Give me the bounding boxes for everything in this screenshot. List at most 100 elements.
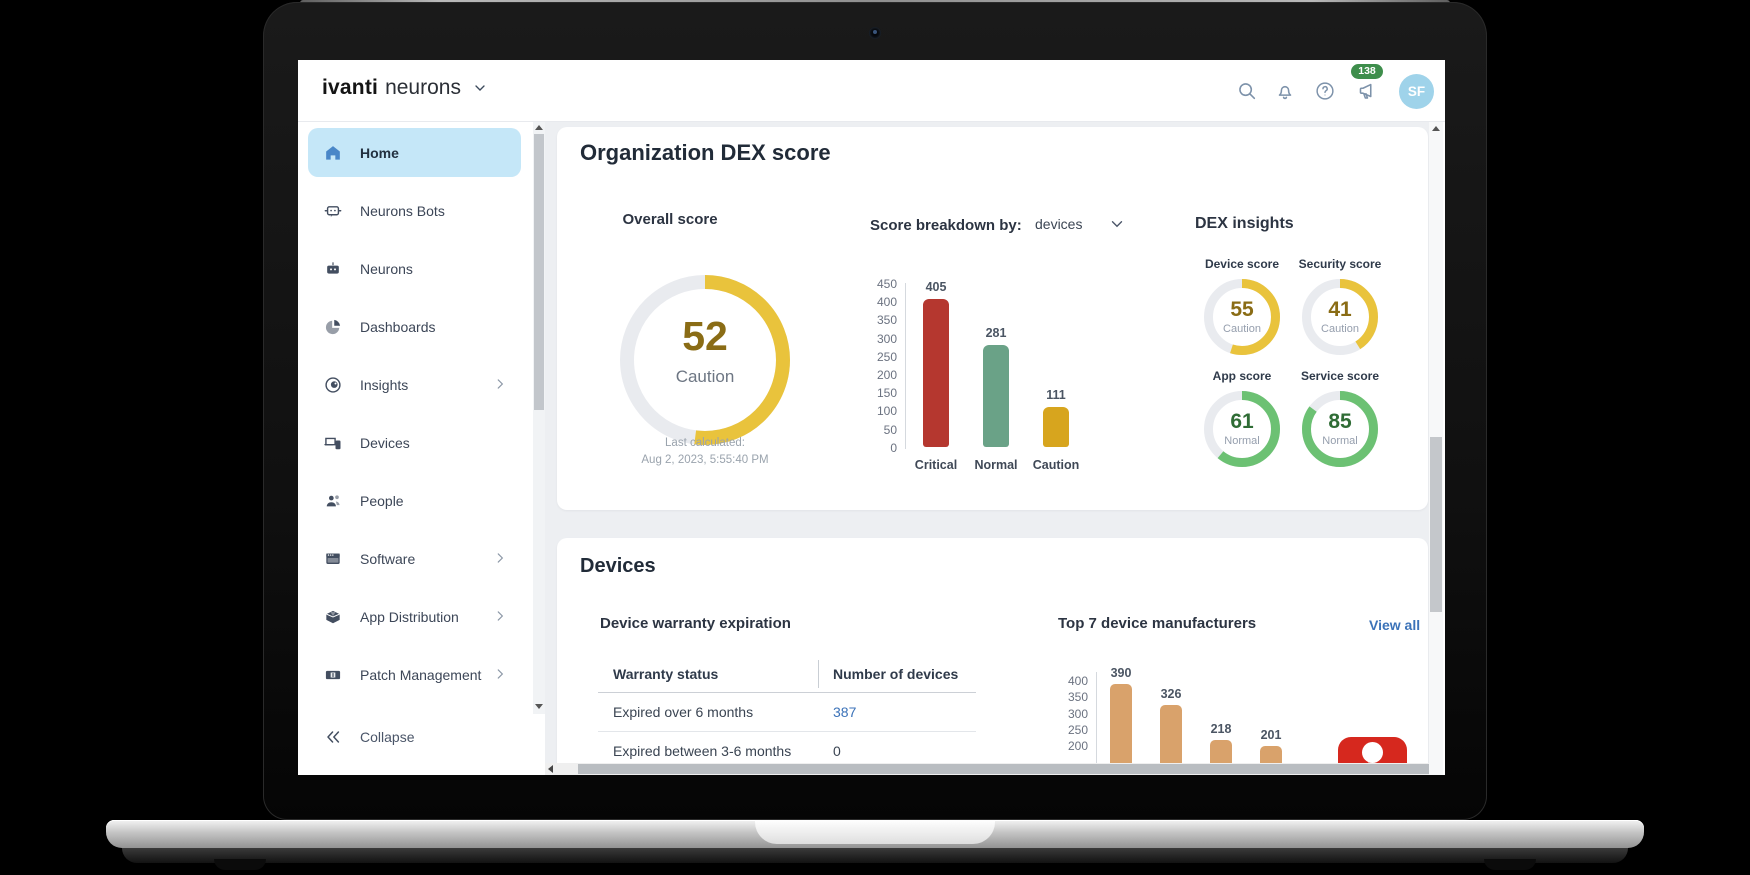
vertical-scrollbar-thumb[interactable] [1430, 437, 1442, 612]
gauge-label: App score [1212, 369, 1272, 383]
top-navigation-bar: ivanti neurons 138 [298, 60, 1445, 122]
y-tick-label: 250 [876, 349, 897, 364]
gauge-label: Device score [1204, 257, 1280, 271]
gauge-donut: 55 Caution [1204, 279, 1280, 355]
eye-icon [323, 375, 343, 395]
sidebar-item-devices[interactable]: Devices [308, 418, 521, 467]
scroll-down-arrow-icon[interactable] [535, 704, 543, 709]
help-icon[interactable] [1314, 80, 1336, 102]
last-calculated-label: Last calculated: [665, 437, 745, 449]
y-tick-label: 50 [883, 422, 897, 437]
sidebar-item-label: Insights [360, 376, 409, 393]
gauge-donut: 85 Normal [1302, 391, 1378, 467]
device-count-cell[interactable]: 387 [833, 704, 857, 720]
horizontal-scrollbar[interactable] [545, 763, 1429, 775]
breakdown-dimension-select[interactable]: devices [1035, 215, 1126, 233]
notifications-bell-icon[interactable] [1274, 80, 1296, 102]
overall-score-value: 52 [682, 313, 728, 359]
gauge-app-score: App score 61 Normal [1190, 369, 1294, 467]
sidebar-item-people[interactable]: People [308, 476, 521, 525]
webcam [869, 27, 881, 39]
devices-icon [323, 433, 343, 453]
brand-logo[interactable]: ivanti neurons [322, 76, 488, 100]
sidebar-item-home[interactable]: Home [308, 128, 521, 177]
breakdown-selected-option: devices [1035, 216, 1083, 232]
warranty-expiration-label: Device warranty expiration [600, 615, 791, 632]
bar-category-label: Critical [914, 458, 958, 472]
gauge-device-score: Device score 55 Caution [1190, 257, 1294, 355]
chevron-right-icon [493, 607, 507, 630]
people-icon [323, 491, 343, 511]
top-manufacturers-label: Top 7 device manufacturers [1058, 615, 1257, 632]
overall-score-label: Overall score [622, 211, 718, 228]
bar-category-label: Normal [974, 458, 1018, 472]
manufacturer-bar [1160, 705, 1182, 765]
y-tick-label: 150 [876, 386, 897, 401]
chevron-down-icon [472, 80, 488, 96]
scroll-left-arrow-icon[interactable] [548, 765, 553, 773]
device-count-cell: 0 [833, 743, 841, 759]
brand-primary: ivanti [322, 76, 379, 99]
sidebar-item-app-distribution[interactable]: App Distribution [308, 592, 521, 641]
sidebar-item-label: App Distribution [360, 608, 459, 625]
sidebar-item-patch-management[interactable]: Patch Management [308, 650, 521, 699]
bar-value-label: 390 [1110, 666, 1132, 681]
manufacturers-bar-chart: 400 350 300 250 200 390 326 218 201 [1052, 650, 1429, 765]
scroll-up-arrow-icon[interactable] [535, 125, 543, 130]
warranty-status-column-header: Warranty status [613, 666, 719, 682]
bar-value-label: 281 [985, 325, 1007, 340]
y-tick-label: 250 [1067, 722, 1088, 737]
software-icon [323, 549, 343, 569]
sidebar-item-label: Software [360, 550, 416, 567]
view-all-link[interactable]: View all [1369, 617, 1421, 633]
gauge-security-score: Security score 41 Caution [1288, 257, 1392, 355]
search-icon[interactable] [1236, 80, 1258, 102]
gauge-value: 85 [1328, 410, 1352, 433]
gauge-service-score: Service score 85 Normal [1288, 369, 1392, 467]
manufacturer-bar [1110, 684, 1132, 765]
sidebar-scrollbar[interactable] [533, 122, 545, 714]
score-breakdown-bar-chart: 450 400 350 300 250 200 150 100 50 0 405 Critical 28… [867, 275, 1109, 487]
assistant-button[interactable] [1338, 737, 1407, 764]
laptop-foot [1484, 859, 1536, 870]
sidebar-item-neurons-bots[interactable]: Neurons Bots [308, 186, 521, 235]
sidebar-item-neurons[interactable]: Neurons [308, 244, 521, 293]
score-breakdown-label: Score breakdown by: [870, 217, 1022, 234]
sidebar-collapse-button[interactable]: Collapse [308, 713, 521, 761]
pie-icon [323, 317, 343, 337]
sidebar-navigation: Home Neurons Bots Neurons Dashboards Insight… [298, 122, 533, 775]
y-axis-line [1096, 672, 1097, 765]
y-tick-label: 400 [876, 295, 897, 310]
sidebar-item-insights[interactable]: Insights [308, 360, 521, 409]
laptop-screen: ivanti neurons 138 [298, 60, 1445, 775]
chevron-right-icon [493, 549, 507, 572]
gauge-value: 41 [1328, 298, 1352, 321]
main-content: Organization DEX score Overall score 52 … [545, 122, 1429, 775]
bar-critical [923, 299, 949, 447]
sidebar-item-label: Home [360, 144, 399, 161]
devices-card-title: Devices [580, 555, 656, 577]
sidebar-item-dashboards[interactable]: Dashboards [308, 302, 521, 351]
y-axis-line [905, 283, 906, 449]
user-avatar[interactable]: SF [1399, 74, 1434, 109]
manufacturer-bar [1210, 740, 1232, 765]
sidebar-item-software[interactable]: Software [308, 534, 521, 583]
scroll-up-arrow-icon[interactable] [1432, 126, 1440, 131]
warranty-table-row: Expired over 6 months 387 [598, 693, 976, 732]
sidebar-scrollbar-thumb[interactable] [534, 134, 544, 410]
warranty-status-cell: Expired between 3-6 months [613, 743, 792, 759]
sidebar-item-label: Devices [360, 434, 410, 451]
dex-card-title: Organization DEX score [580, 140, 831, 165]
main-vertical-scrollbar[interactable] [1429, 122, 1443, 775]
gauge-label: Service score [1300, 369, 1380, 383]
y-tick-label: 350 [1067, 690, 1088, 705]
gauge-donut: 61 Normal [1204, 391, 1280, 467]
overall-score-donut [620, 275, 790, 445]
manufacturer-bar [1260, 745, 1282, 765]
y-tick-label: 300 [1067, 706, 1088, 721]
last-calculated-value: Aug 2, 2023, 5:55:40 PM [641, 454, 769, 466]
chevron-down-icon [1108, 215, 1126, 233]
announcements-megaphone-icon[interactable]: 138 [1351, 64, 1383, 102]
horizontal-scrollbar-thumb[interactable] [578, 764, 1429, 774]
